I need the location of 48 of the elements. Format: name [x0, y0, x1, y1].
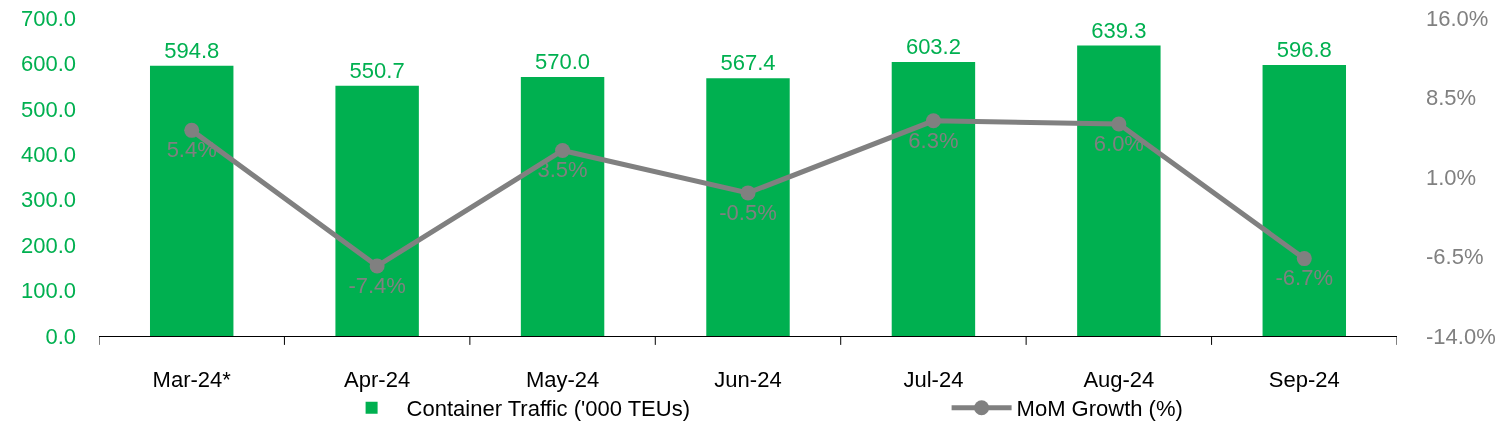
y2-tick-label: 16.0% — [1426, 5, 1489, 31]
y2-tick-label: -14.0% — [1426, 323, 1496, 349]
point — [184, 122, 200, 138]
bar — [891, 61, 976, 336]
y-tick-label: 500.0 — [20, 96, 76, 122]
bar — [149, 65, 234, 336]
y-tick-label: 200.0 — [20, 232, 76, 258]
data-label: 639.3 — [1091, 17, 1147, 43]
point — [369, 258, 385, 274]
data-label: 6.0% — [1093, 130, 1144, 156]
legend-label: MoM Growth (%) — [1016, 396, 1183, 422]
data-label: 594.8 — [164, 37, 220, 63]
bar — [1262, 64, 1347, 336]
bar — [1077, 45, 1161, 336]
legend-label: Container Traffic ('000 TEUs) — [406, 396, 690, 422]
point — [1296, 251, 1312, 267]
y-tick-label: 100.0 — [20, 278, 76, 304]
y-tick-label: 0.0 — [45, 323, 76, 349]
data-label: 596.8 — [1276, 36, 1332, 62]
y2-tick-label: -6.5% — [1426, 244, 1484, 270]
data-label: 603.2 — [905, 33, 961, 59]
data-label: 550.7 — [349, 57, 405, 83]
point — [1111, 116, 1127, 132]
point — [925, 113, 941, 129]
x-tick-label: Sep-24 — [1268, 367, 1340, 393]
y-tick-label: 600.0 — [20, 51, 76, 77]
y2-tick-label: 8.5% — [1426, 85, 1477, 111]
y-tick-label: 300.0 — [20, 187, 76, 213]
data-label: 567.4 — [720, 50, 776, 76]
data-label: -0.5% — [719, 199, 777, 225]
x-tick-label: Apr-24 — [344, 367, 411, 393]
data-label: 6.3% — [908, 127, 959, 153]
y-tick-label: 700.0 — [20, 5, 76, 31]
bar — [520, 77, 605, 336]
y2-tick-label: 1.0% — [1426, 164, 1477, 190]
data-label: -7.4% — [348, 272, 406, 298]
x-tick-label: Aug-24 — [1083, 367, 1155, 393]
x-tick-label: May-24 — [525, 367, 600, 393]
bar — [706, 78, 790, 336]
data-label: -6.7% — [1275, 265, 1334, 291]
x-tick-label: Jul-24 — [903, 367, 964, 393]
bar — [335, 85, 419, 336]
y-tick-label: 400.0 — [20, 141, 76, 167]
data-label: 570.0 — [535, 49, 591, 75]
point — [555, 143, 571, 158]
x-tick-label: Jun-24 — [714, 367, 782, 393]
point — [740, 185, 756, 201]
x-tick-label: Mar-24* — [152, 367, 232, 393]
